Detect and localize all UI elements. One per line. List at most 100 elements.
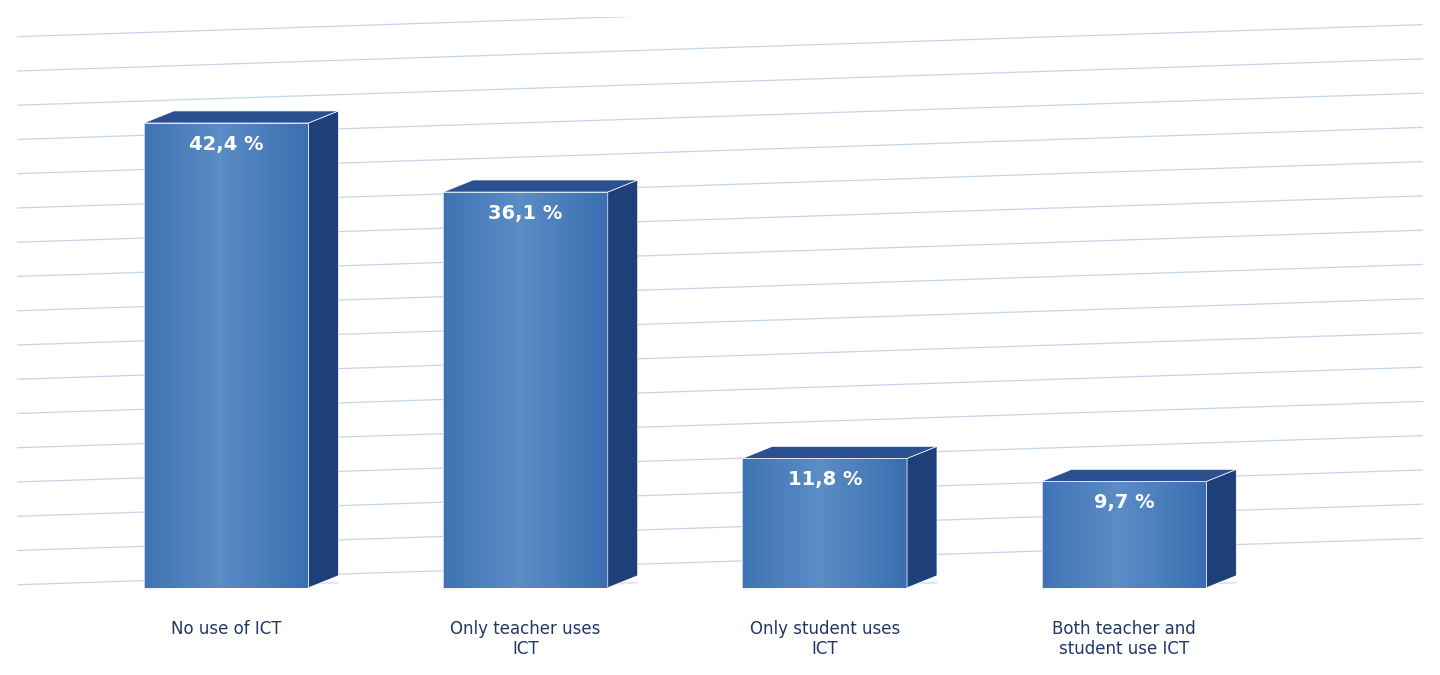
Polygon shape [301, 123, 304, 588]
Polygon shape [1041, 481, 1045, 588]
Polygon shape [829, 458, 832, 588]
Polygon shape [1207, 469, 1237, 588]
Polygon shape [874, 458, 878, 588]
Polygon shape [1153, 481, 1156, 588]
Polygon shape [821, 458, 825, 588]
Polygon shape [1103, 481, 1107, 588]
Polygon shape [1174, 481, 1178, 588]
Polygon shape [226, 123, 230, 588]
Polygon shape [197, 123, 202, 588]
Text: 42,4 %: 42,4 % [189, 135, 264, 154]
Polygon shape [759, 458, 763, 588]
Polygon shape [1083, 481, 1087, 588]
Polygon shape [242, 123, 246, 588]
Polygon shape [579, 192, 583, 588]
Polygon shape [1067, 481, 1070, 588]
Polygon shape [530, 192, 534, 588]
Polygon shape [537, 192, 541, 588]
Polygon shape [251, 123, 255, 588]
Polygon shape [271, 123, 275, 588]
Polygon shape [521, 192, 526, 588]
Polygon shape [1120, 481, 1125, 588]
Polygon shape [451, 192, 455, 588]
Polygon shape [1149, 481, 1153, 588]
Polygon shape [189, 123, 193, 588]
Polygon shape [1125, 481, 1128, 588]
Polygon shape [1092, 481, 1096, 588]
Polygon shape [230, 123, 235, 588]
Polygon shape [268, 123, 271, 588]
Polygon shape [854, 458, 858, 588]
Polygon shape [816, 458, 821, 588]
Polygon shape [534, 192, 537, 588]
Polygon shape [870, 458, 874, 588]
Polygon shape [222, 123, 226, 588]
Polygon shape [599, 192, 603, 588]
Polygon shape [570, 192, 575, 588]
Polygon shape [156, 123, 160, 588]
Polygon shape [804, 458, 808, 588]
Polygon shape [865, 458, 870, 588]
Polygon shape [812, 458, 816, 588]
Polygon shape [444, 180, 638, 192]
Polygon shape [850, 458, 854, 588]
Polygon shape [1132, 481, 1136, 588]
Polygon shape [894, 458, 899, 588]
Polygon shape [279, 123, 284, 588]
Polygon shape [907, 446, 937, 588]
Polygon shape [832, 458, 837, 588]
Polygon shape [160, 123, 164, 588]
Polygon shape [608, 180, 638, 588]
Polygon shape [1058, 481, 1063, 588]
Polygon shape [1145, 481, 1149, 588]
Polygon shape [308, 111, 338, 588]
Polygon shape [144, 123, 148, 588]
Polygon shape [1041, 582, 1237, 590]
Polygon shape [177, 123, 181, 588]
Polygon shape [144, 111, 338, 123]
Polygon shape [444, 192, 448, 588]
Polygon shape [575, 192, 579, 588]
Polygon shape [841, 458, 845, 588]
Polygon shape [554, 192, 559, 588]
Text: 36,1 %: 36,1 % [488, 204, 563, 223]
Polygon shape [559, 192, 563, 588]
Polygon shape [297, 123, 301, 588]
Polygon shape [505, 192, 508, 588]
Polygon shape [563, 192, 566, 588]
Polygon shape [796, 458, 801, 588]
Polygon shape [517, 192, 521, 588]
Polygon shape [1182, 481, 1185, 588]
Polygon shape [783, 458, 788, 588]
Polygon shape [1136, 481, 1140, 588]
Polygon shape [1045, 481, 1050, 588]
Polygon shape [779, 458, 783, 588]
Polygon shape [801, 458, 804, 588]
Polygon shape [1178, 481, 1182, 588]
Polygon shape [459, 192, 464, 588]
Polygon shape [546, 192, 550, 588]
Polygon shape [1063, 481, 1067, 588]
Polygon shape [825, 458, 829, 588]
Polygon shape [592, 192, 595, 588]
Polygon shape [472, 192, 477, 588]
Polygon shape [488, 192, 492, 588]
Polygon shape [541, 192, 546, 588]
Polygon shape [1194, 481, 1198, 588]
Polygon shape [1074, 481, 1079, 588]
Polygon shape [235, 123, 239, 588]
Text: 11,8 %: 11,8 % [788, 470, 863, 489]
Polygon shape [1070, 481, 1074, 588]
Polygon shape [603, 192, 608, 588]
Polygon shape [264, 123, 268, 588]
Polygon shape [763, 458, 768, 588]
Polygon shape [755, 458, 759, 588]
Polygon shape [743, 582, 937, 590]
Polygon shape [837, 458, 841, 588]
Polygon shape [903, 458, 907, 588]
Polygon shape [259, 123, 264, 588]
Polygon shape [1041, 469, 1237, 481]
Polygon shape [883, 458, 887, 588]
Polygon shape [1202, 481, 1207, 588]
Polygon shape [526, 192, 530, 588]
